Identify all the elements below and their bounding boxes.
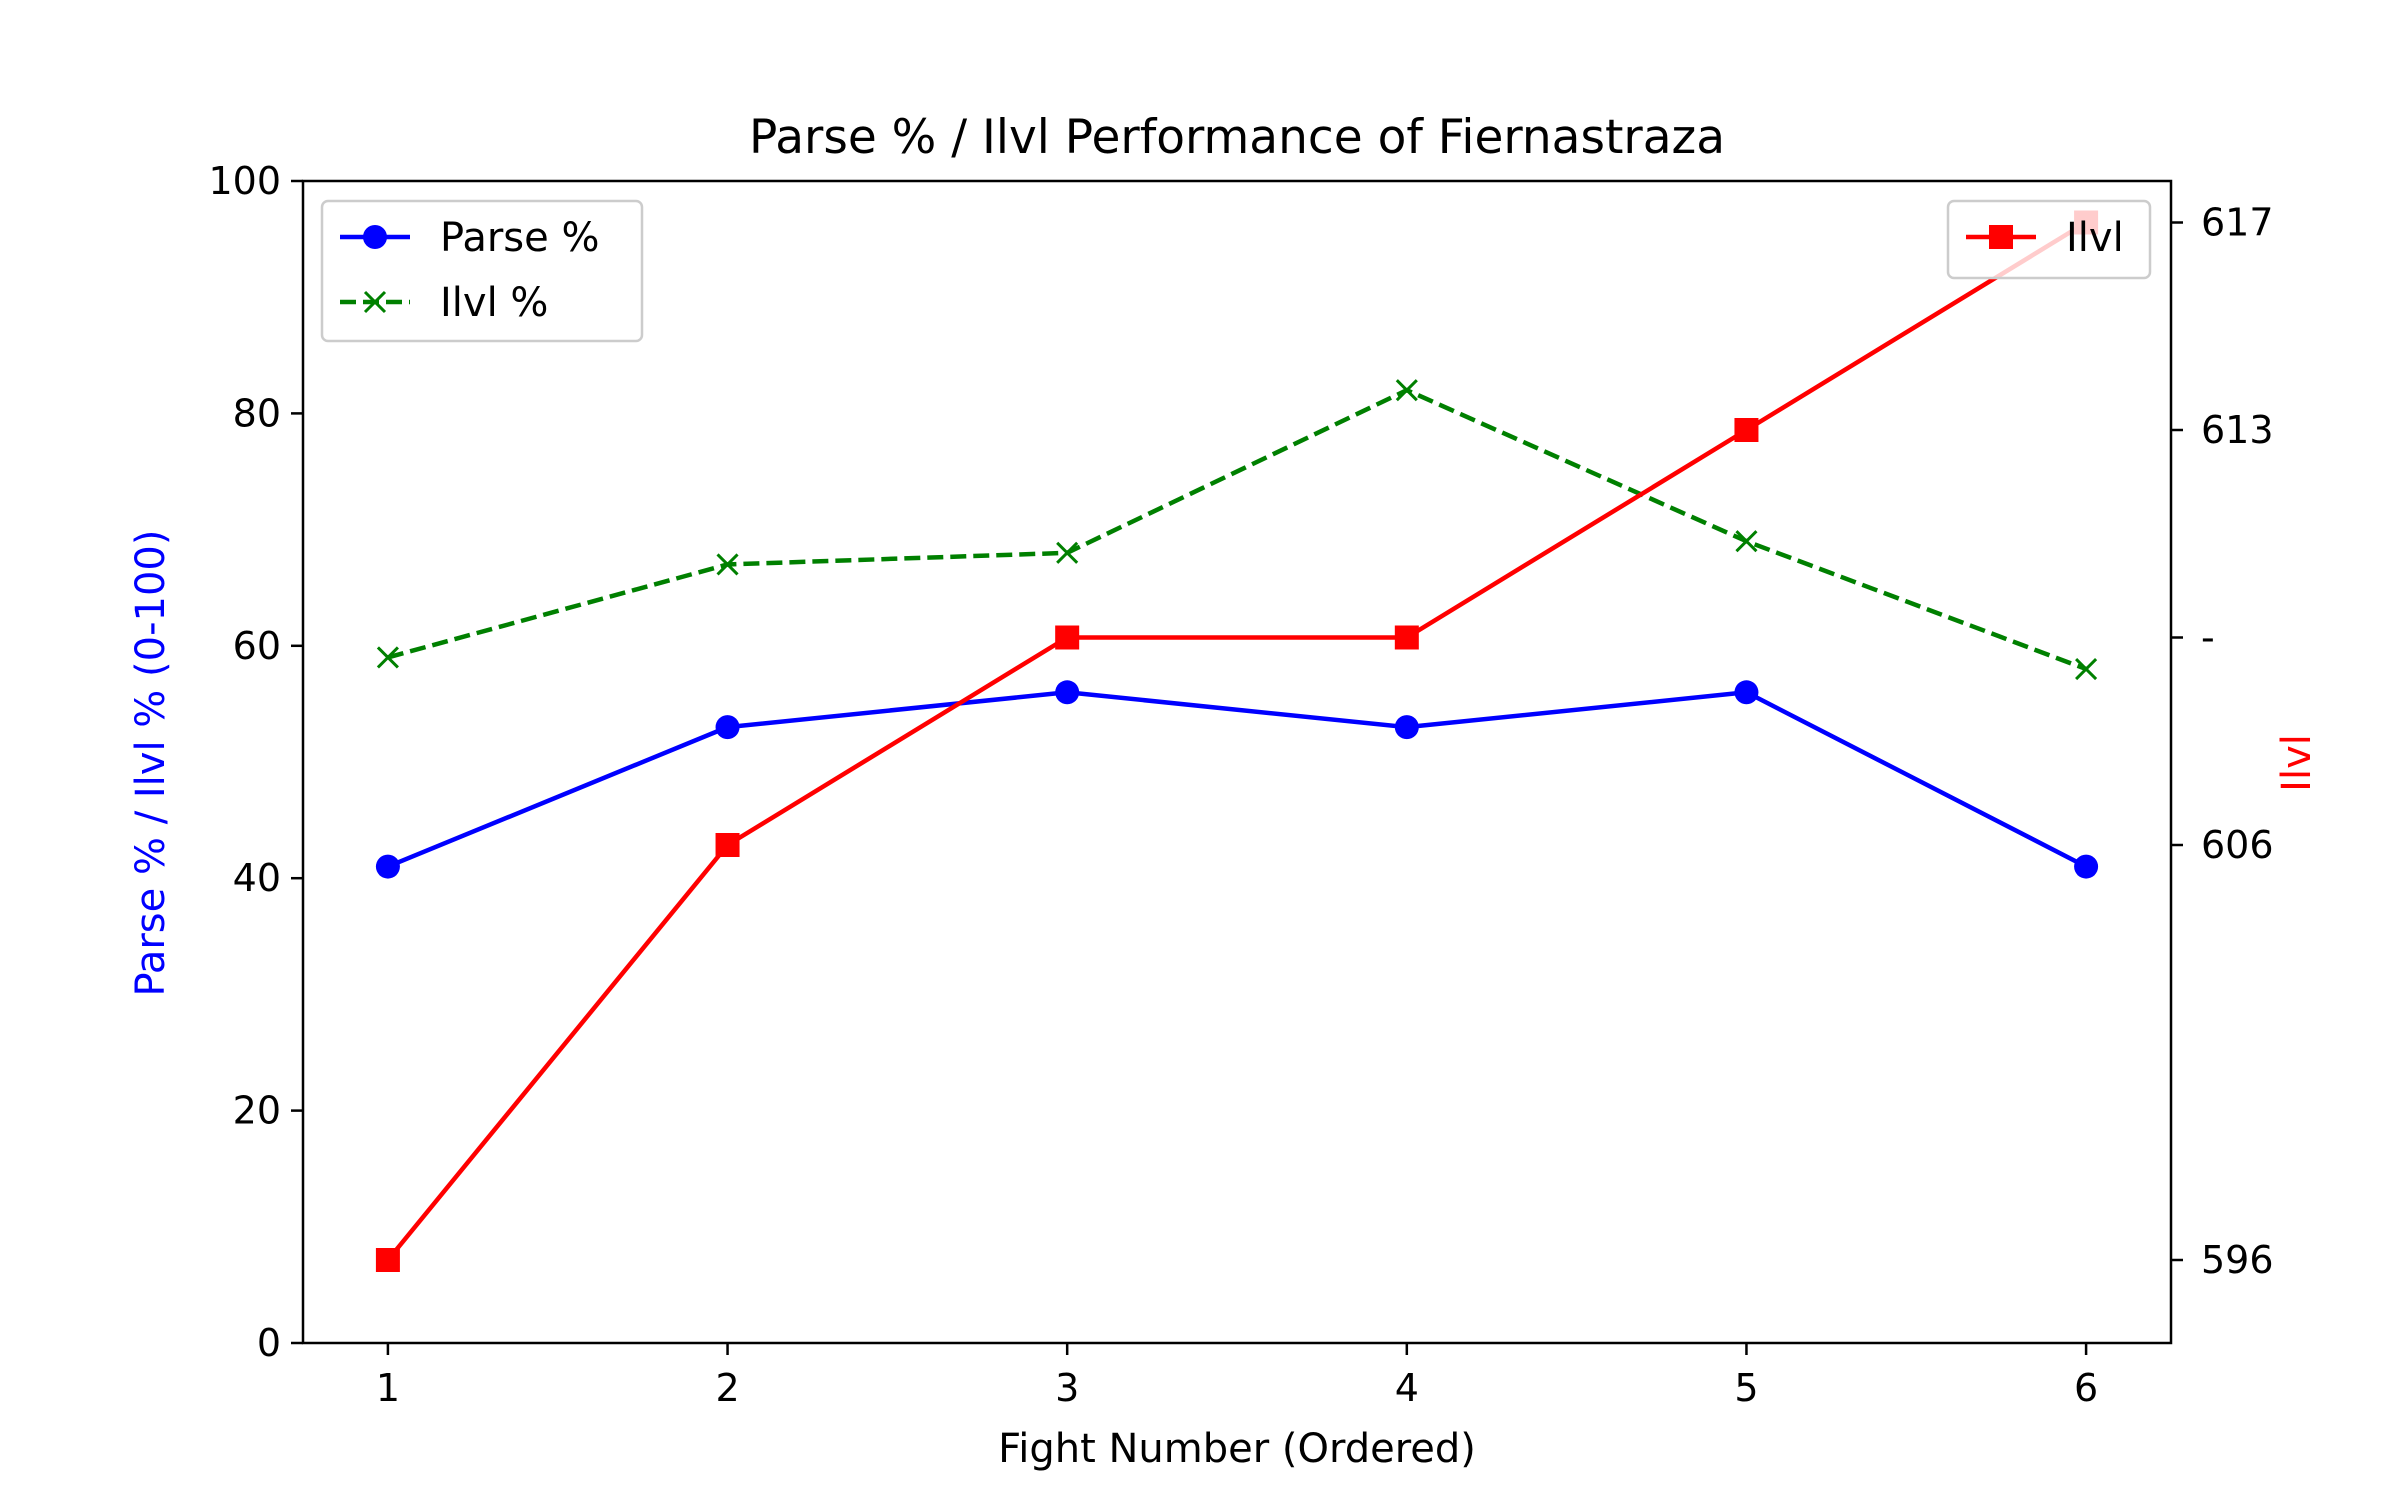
x-tick-label: 2: [715, 1366, 739, 1410]
axes-frame: [301, 179, 2173, 1345]
data-point: [1056, 541, 1079, 564]
y2-tick-label: -: [2201, 616, 2215, 660]
data-point: [715, 715, 740, 740]
y2-tick-label: 617: [2201, 201, 2274, 245]
series-ilvl: [376, 379, 2098, 681]
legend-label: Ilvl %: [440, 280, 548, 326]
series-line: [387, 690, 2088, 869]
y2-tick-label: 596: [2201, 1238, 2274, 1282]
legend-right: Ilvl: [1946, 199, 2152, 280]
legend-box: [1946, 199, 2152, 280]
y-axis-left-label: Parse % / Ilvl % (0-100): [128, 530, 174, 997]
data-point: [1394, 715, 1419, 740]
data-point: [1989, 225, 2013, 249]
data-point: [2074, 854, 2099, 879]
legend-label: Ilvl: [2066, 215, 2124, 261]
data-point: [1055, 625, 1080, 650]
series-parse: [375, 680, 2099, 879]
x-tick-label: 5: [1734, 1366, 1758, 1410]
data-point: [1395, 379, 1418, 402]
legend-label: Parse %: [440, 215, 599, 261]
x-axis-ticks: 1 2 3 4 5 6: [376, 1343, 2098, 1410]
series-line: [386, 220, 2088, 1262]
data-point: [376, 646, 399, 669]
data-point: [375, 854, 400, 879]
data-point: [1734, 680, 1759, 705]
data-point: [1055, 680, 1080, 705]
y-tick-label: 100: [208, 159, 281, 203]
data-point: [1394, 625, 1419, 650]
y-axis-left-ticks: 0 20 40 60 80 100: [208, 159, 303, 1365]
y-tick-label: 80: [233, 391, 281, 435]
y-tick-label: 40: [233, 856, 281, 900]
chart-title: Parse % / Ilvl Performance of Fiernastra…: [749, 110, 1725, 165]
y-tick-label: 20: [233, 1089, 281, 1133]
x-tick-label: 1: [376, 1366, 400, 1410]
data-point: [363, 225, 387, 249]
y-axis-right-ticks: 596 606 - 613 617: [2171, 201, 2274, 1282]
y-tick-label: 60: [233, 624, 281, 668]
data-point: [375, 1248, 400, 1272]
x-tick-label: 4: [1395, 1366, 1419, 1410]
y-tick-label: 0: [257, 1321, 281, 1365]
series-layer: [375, 210, 2099, 1272]
y-axis-right-label: Ilvl: [2274, 734, 2320, 792]
data-point: [715, 833, 740, 857]
data-point: [1735, 530, 1758, 553]
x-axis-label: Fight Number (Ordered): [998, 1426, 1476, 1472]
x-tick-label: 3: [1055, 1366, 1079, 1410]
series-line: [387, 387, 2087, 672]
y2-tick-label: 613: [2201, 408, 2274, 452]
data-point: [1734, 418, 1759, 442]
data-point: [716, 553, 739, 576]
legend-left: Parse % Ilvl %: [320, 199, 644, 343]
y2-tick-label: 606: [2201, 823, 2274, 867]
x-tick-label: 6: [2074, 1366, 2098, 1410]
data-point: [363, 290, 387, 314]
data-point: [2075, 657, 2098, 681]
